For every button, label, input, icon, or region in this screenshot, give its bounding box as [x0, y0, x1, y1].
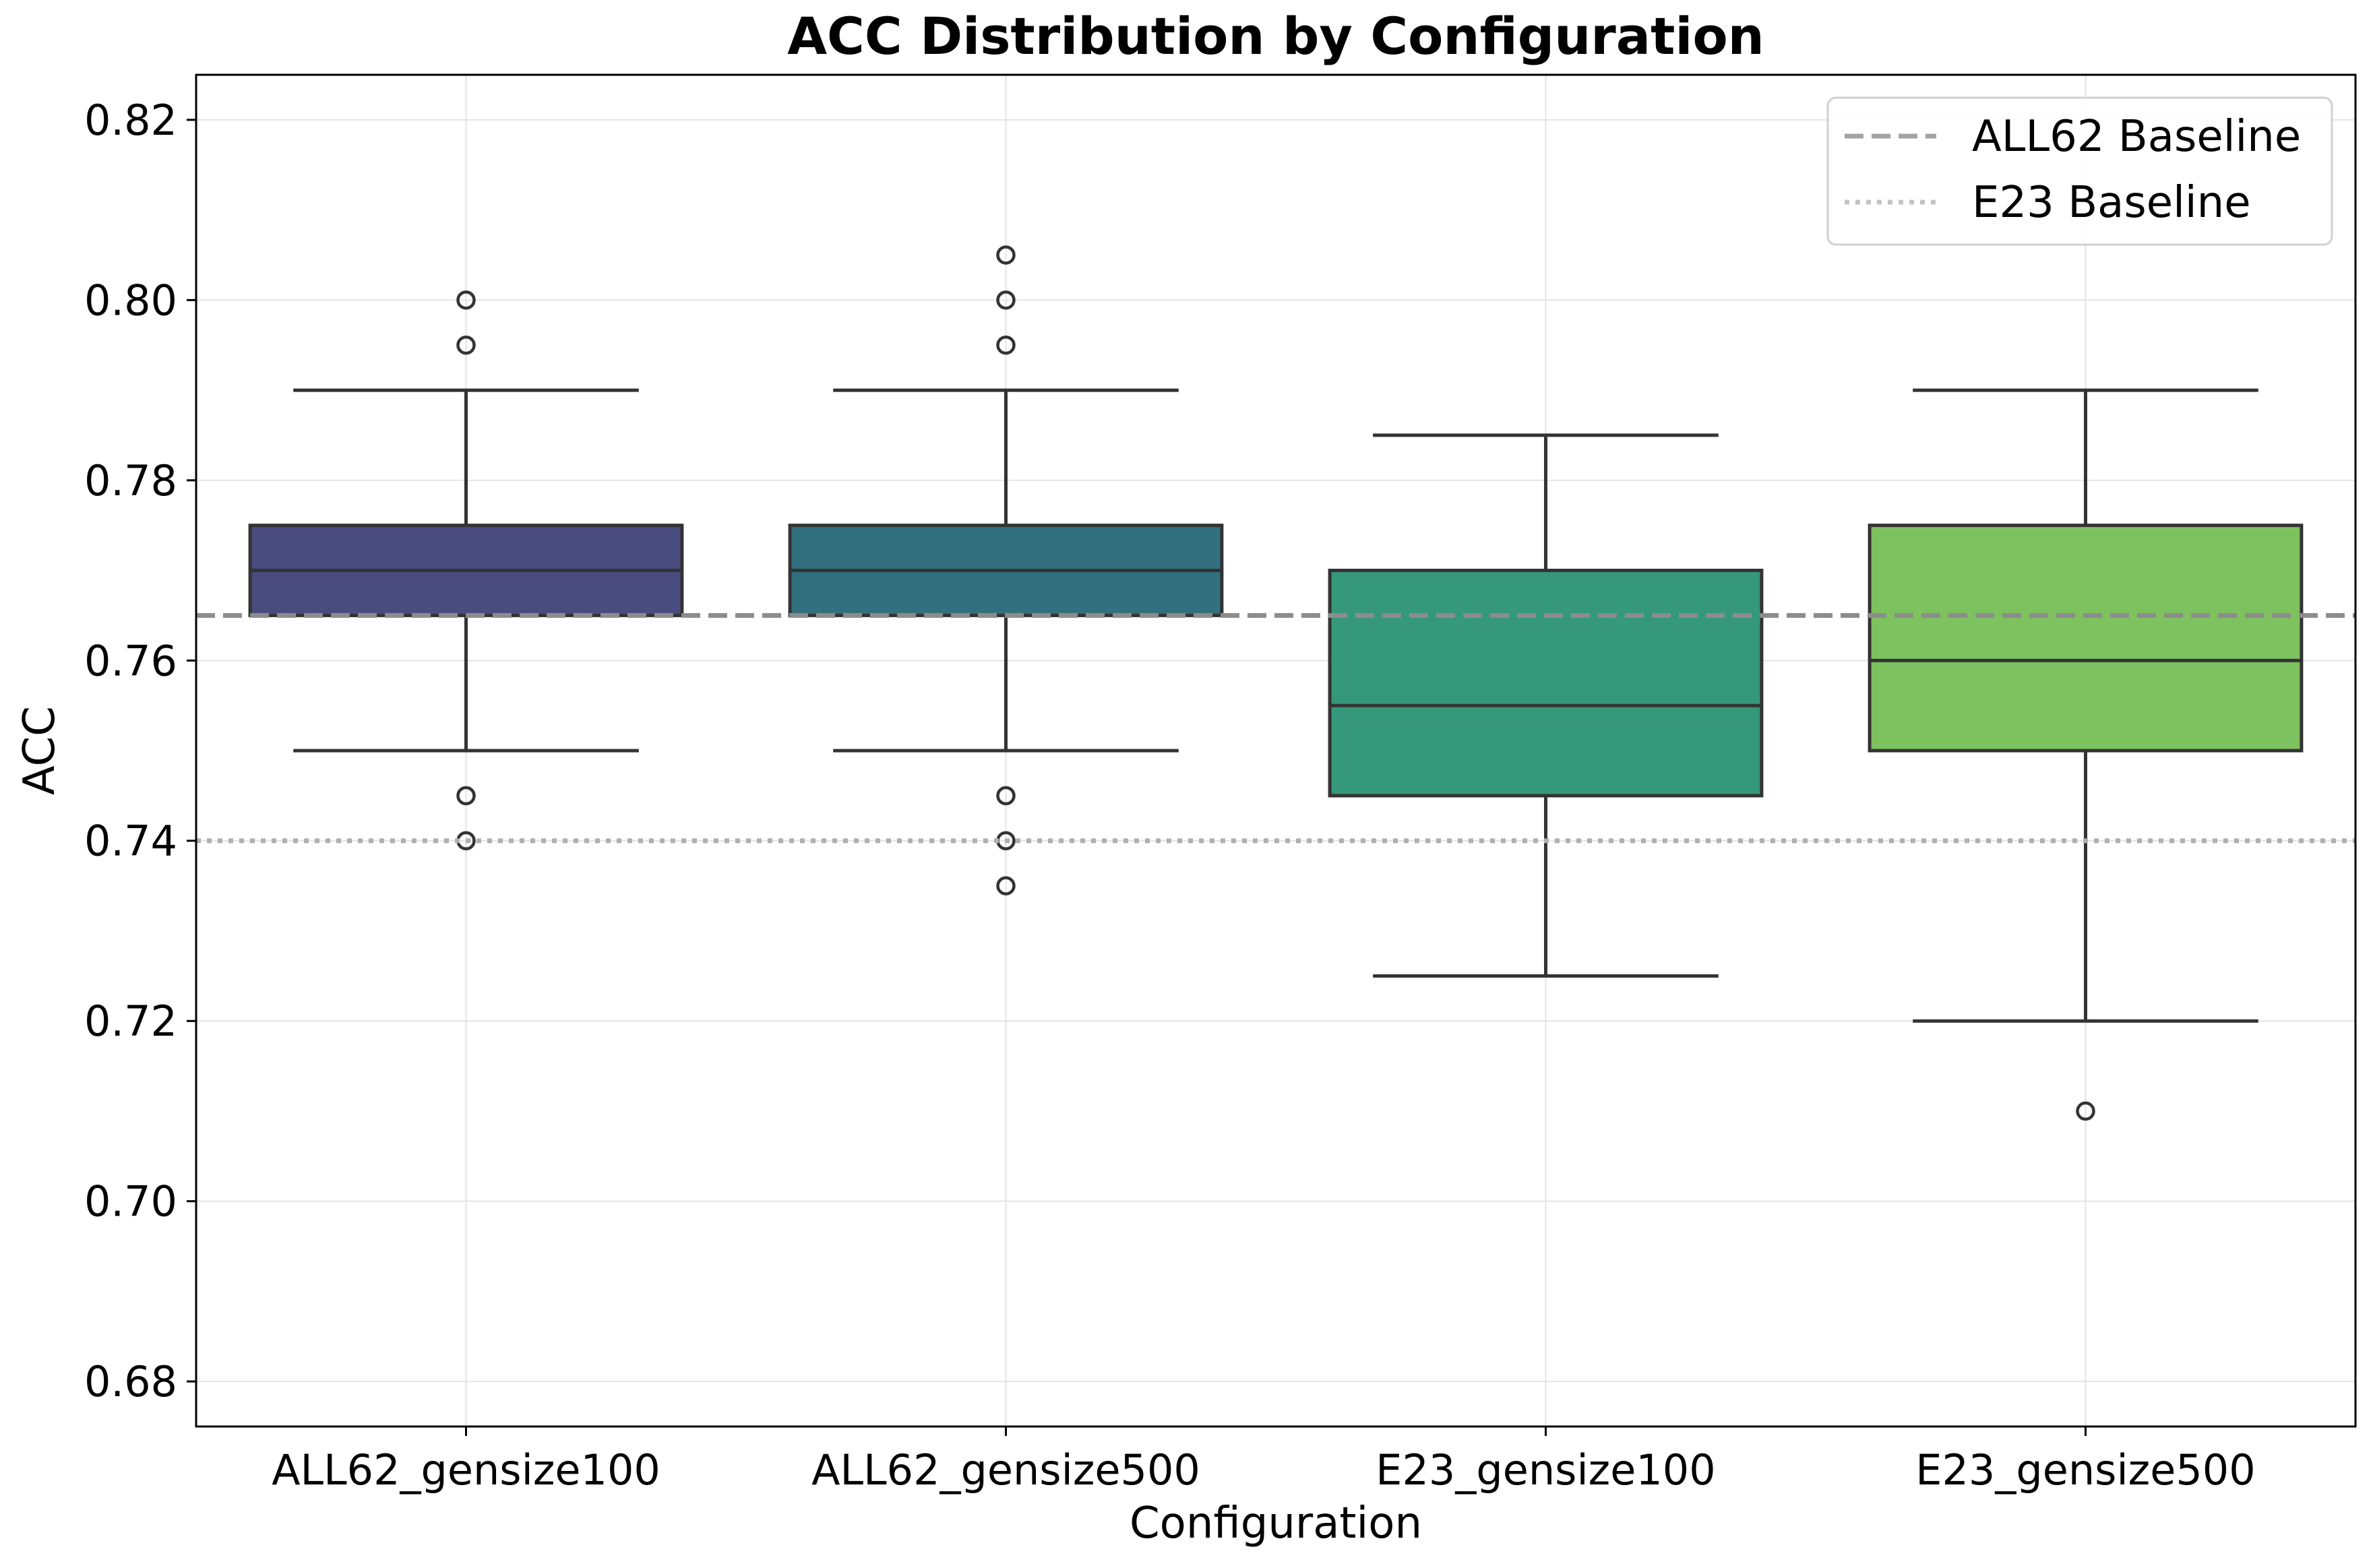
outlier-point: [996, 245, 1016, 265]
outlier-point: [456, 290, 476, 310]
plot-frame: [195, 73, 2357, 1428]
legend-label-all62-baseline: ALL62 Baseline: [1972, 112, 2301, 162]
box-body: [1868, 524, 2304, 753]
y-axis-label: ACC: [15, 706, 65, 795]
box-E23_gensize100: [1328, 433, 1764, 978]
boxes: [248, 245, 2304, 1121]
x-tick-label: ALL62_gensize100: [272, 1445, 660, 1495]
outlier-point: [456, 786, 476, 806]
x-axis-label: Configuration: [1130, 1499, 1422, 1548]
legend-frame: [1826, 96, 2333, 246]
box-ALL62_gensize100: [248, 290, 684, 850]
y-tick-label: 0.68: [84, 1357, 177, 1406]
outlier-point: [996, 335, 1016, 355]
x-tick-label: ALL62_gensize500: [811, 1445, 1200, 1495]
ticks: 0.68 0.70 0.72 0.74 0.76 0.78 0.80 0.82 ALL62_ge…: [84, 96, 2256, 1495]
box-body: [1328, 569, 1764, 798]
legend: ALL62 Baseline E23 Baseline: [1826, 96, 2333, 246]
x-tick-label: E23_gensize500: [1915, 1445, 2255, 1495]
outlier-point: [996, 876, 1016, 896]
y-tick-label: 0.70: [84, 1177, 177, 1226]
y-tick-label: 0.82: [84, 96, 177, 145]
y-tick-label: 0.76: [84, 636, 177, 685]
outlier-point: [996, 786, 1016, 806]
outlier-point: [456, 335, 476, 355]
y-tick-label: 0.72: [84, 997, 177, 1046]
outlier-point: [996, 290, 1016, 310]
y-tick-label: 0.80: [84, 276, 177, 325]
y-tick-label: 0.74: [84, 817, 177, 866]
outlier-point: [2076, 1101, 2095, 1121]
legend-label-e23-baseline: E23 Baseline: [1972, 178, 2251, 228]
x-tick-label: E23_gensize100: [1376, 1445, 1715, 1495]
box-E23_gensize500: [1868, 388, 2304, 1121]
chart-title: ACC Distribution by Configuration: [787, 6, 1764, 66]
y-tick-label: 0.78: [84, 456, 177, 505]
baselines: [196, 613, 2355, 844]
